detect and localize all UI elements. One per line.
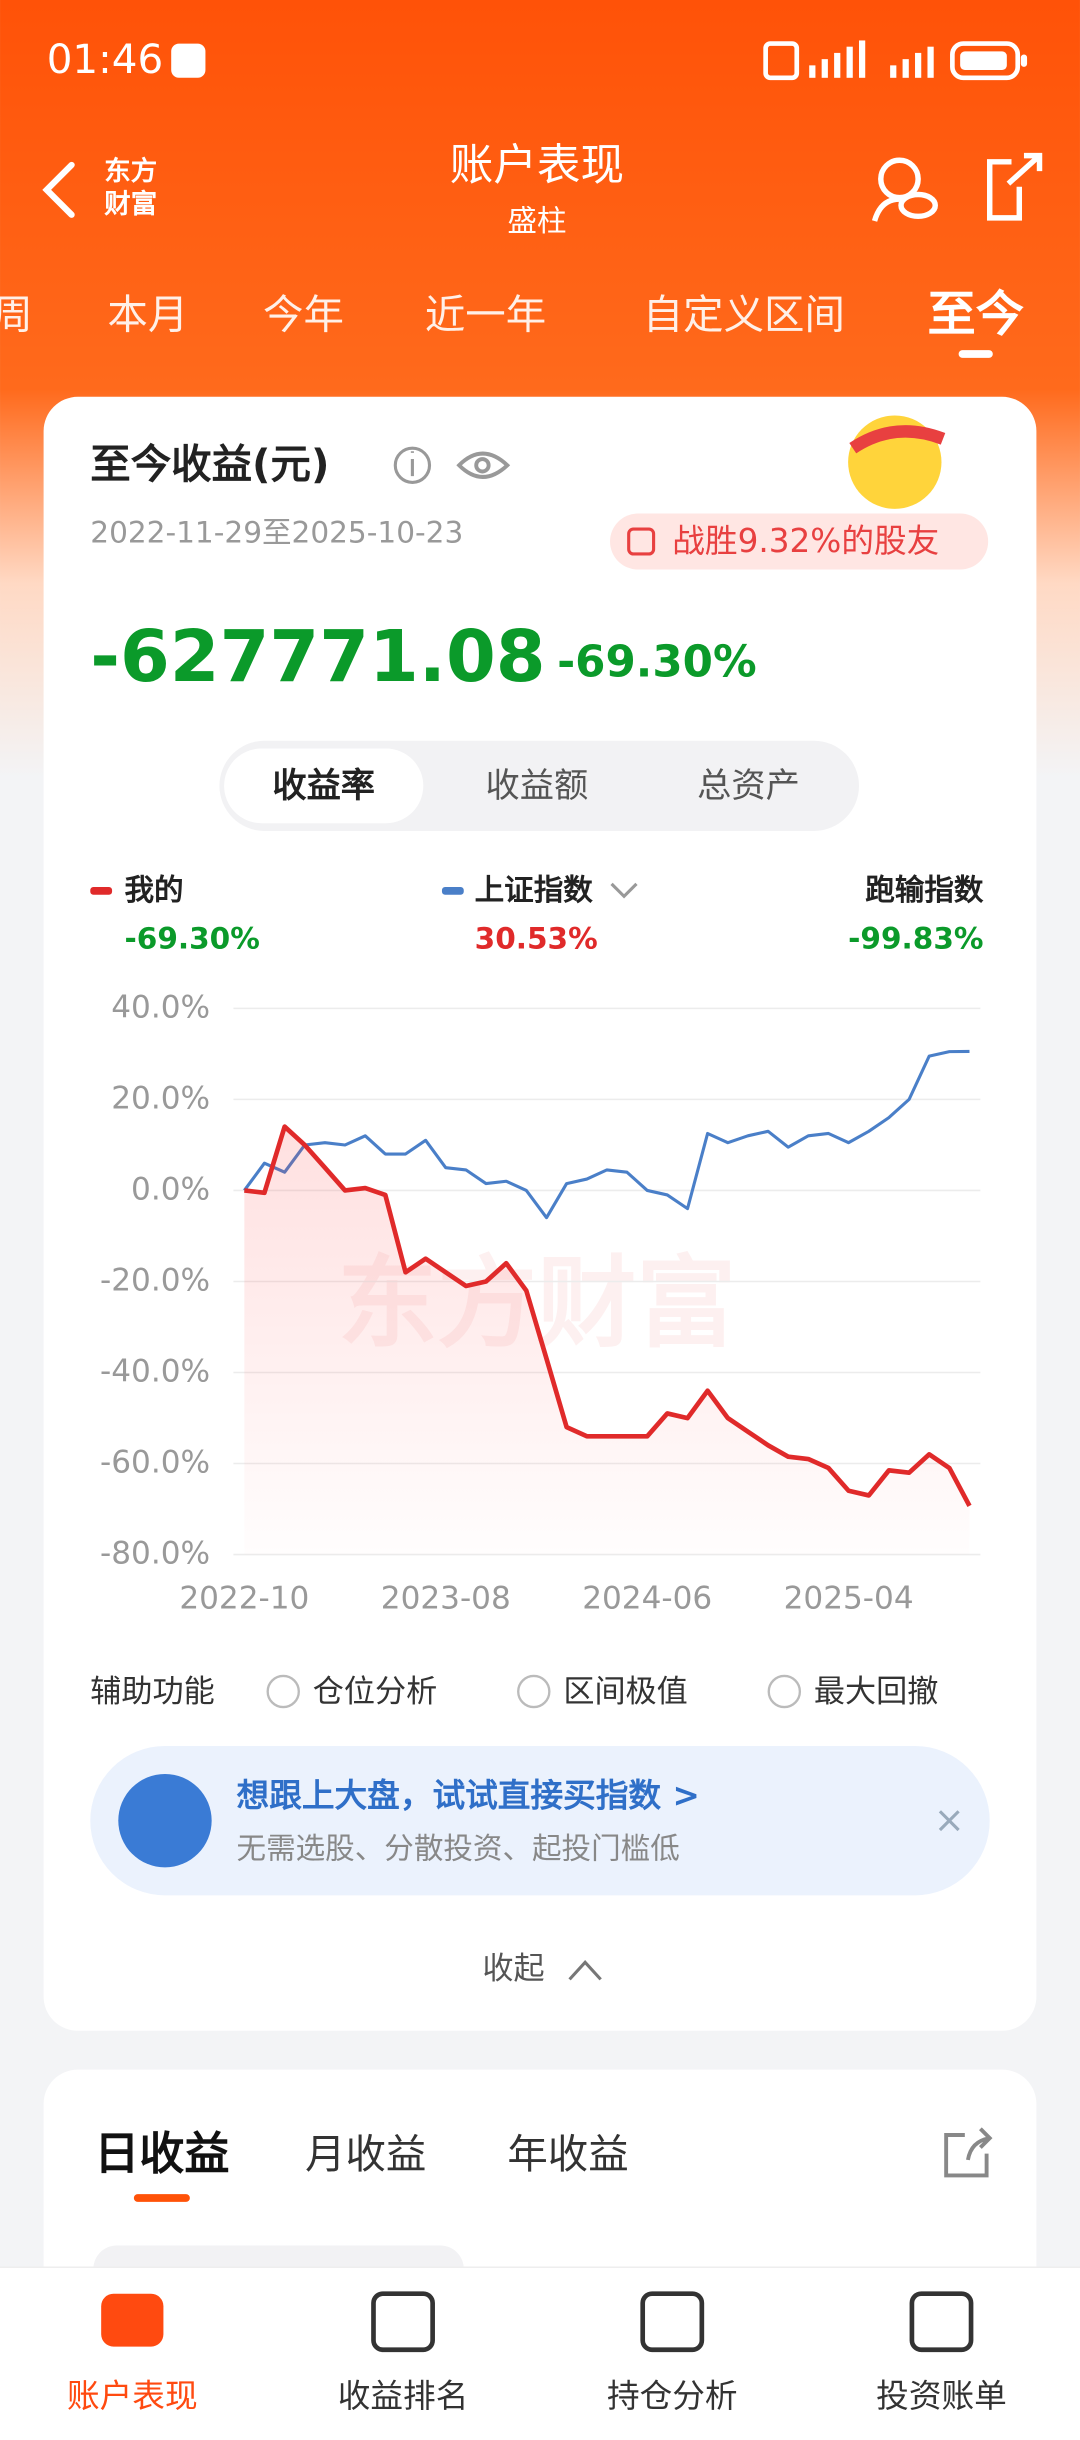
promo-banner[interactable] — [90, 1745, 990, 1896]
legend-swatch — [441, 886, 464, 895]
nav-label[interactable]: 收益排名 — [338, 2377, 469, 2415]
period-tab[interactable]: 本月 — [107, 290, 188, 338]
nav-label[interactable]: 持仓分析 — [607, 2377, 738, 2415]
earnings-tab[interactable]: 月收益 — [305, 2130, 426, 2178]
back-button[interactable] — [42, 161, 75, 218]
aux-option[interactable]: 区间极值 — [563, 1674, 687, 1710]
nav-icon[interactable] — [371, 2291, 435, 2353]
promo-subtitle: 无需选股、分散投资、起投门槛低 — [237, 1832, 680, 1866]
series-line — [243, 1049, 970, 1220]
nav-label[interactable]: 账户表现 — [67, 2377, 198, 2415]
chart: 东方财富-80.0%-60.0%-40.0%-20.0%0.0%20.0%40.… — [100, 989, 981, 1617]
legend-value: -99.83% — [848, 921, 983, 955]
radio[interactable] — [517, 1674, 551, 1709]
promo-close[interactable] — [938, 1810, 960, 1832]
toggle-option[interactable]: 收益额 — [486, 766, 589, 806]
period-tab[interactable]: 今年 — [263, 290, 344, 338]
earnings-tab[interactable]: 年收益 — [507, 2130, 628, 2178]
aux-option[interactable]: 最大回撤 — [814, 1674, 938, 1710]
logo-text: 财富 — [104, 189, 157, 220]
toggle-active — [224, 748, 424, 824]
x-tick-label: 2025-04 — [784, 1581, 914, 1617]
period-tab[interactable]: 自定义区间 — [643, 290, 845, 338]
legend-value: -69.30% — [125, 921, 260, 955]
summary-title: 至今收益(元) — [90, 440, 329, 488]
period-tab[interactable]: 周 — [0, 290, 33, 338]
y-tick-label: -80.0% — [100, 1536, 210, 1572]
profile-icon[interactable] — [871, 157, 938, 222]
y-tick-label: -60.0% — [100, 1445, 210, 1481]
toggle-option[interactable]: 收益率 — [272, 766, 375, 806]
y-tick-label: 40.0% — [111, 989, 210, 1025]
status-icons — [763, 40, 1028, 81]
status-app-icon — [171, 43, 206, 78]
summary-rate: -69.30% — [557, 637, 757, 687]
promo-icon — [118, 1773, 212, 1868]
export-icon[interactable] — [944, 2127, 993, 2178]
y-tick-label: -40.0% — [100, 1354, 210, 1390]
badge-text: 战胜9.32%的股友 — [672, 522, 939, 560]
series-line — [244, 1124, 972, 1507]
legend-swatch — [90, 886, 113, 895]
logo-text: 东方 — [104, 156, 157, 187]
legend-name: 我的 — [125, 873, 184, 907]
toggle-option[interactable]: 总资产 — [697, 766, 800, 806]
collapse-arrow[interactable] — [568, 1959, 602, 1981]
y-tick-label: 20.0% — [111, 1080, 210, 1116]
nav-icon[interactable] — [101, 2293, 164, 2347]
header-subtitle: 盛柱 — [507, 204, 566, 238]
x-tick-label: 2023-08 — [381, 1581, 511, 1617]
radio[interactable] — [767, 1674, 802, 1709]
y-tick-label: -20.0% — [100, 1262, 210, 1298]
x-tick-label: 2022-10 — [179, 1581, 309, 1617]
aux-option[interactable]: 仓位分析 — [313, 1674, 437, 1710]
badge[interactable] — [610, 513, 989, 570]
legend-name[interactable]: 上证指数 — [475, 873, 594, 907]
share-icon[interactable] — [986, 152, 1043, 221]
active-tab-indicator — [958, 350, 993, 358]
summary-date-range: 2022-11-29至2025-10-23 — [90, 515, 463, 549]
legend-value: 30.53% — [475, 921, 598, 955]
info-icon[interactable] — [393, 446, 432, 484]
header-title: 账户表现 — [450, 141, 624, 191]
collapse-button[interactable]: 收起 — [482, 1951, 544, 1987]
radio[interactable] — [266, 1674, 300, 1709]
x-tick-label: 2024-06 — [582, 1581, 712, 1617]
promo-title: 想跟上大盘，试试直接买指数 > — [237, 1776, 700, 1814]
earnings-tab-indicator — [133, 2194, 190, 2202]
status-time: 01:46 — [47, 35, 164, 83]
summary-amount: -627771.08 — [90, 615, 545, 698]
aux-label: 辅助功能 — [90, 1674, 214, 1710]
bottom-nav — [0, 2267, 1080, 2440]
eye-icon[interactable] — [456, 451, 511, 479]
period-tab[interactable]: 至今 — [927, 286, 1023, 342]
y-tick-label: 0.0% — [131, 1171, 210, 1207]
legend-name: 跑输指数 — [865, 873, 984, 907]
nav-icon[interactable] — [640, 2291, 705, 2353]
series-area — [244, 1126, 970, 1555]
dropdown-arrow[interactable] — [610, 882, 638, 899]
badge-icon — [627, 527, 656, 556]
period-tab[interactable]: 近一年 — [425, 290, 546, 338]
nav-label[interactable]: 投资账单 — [876, 2377, 1007, 2415]
nav-icon[interactable] — [909, 2291, 974, 2353]
earnings-tab[interactable]: 日收益 — [94, 2127, 229, 2180]
mascot-headband — [849, 425, 946, 454]
